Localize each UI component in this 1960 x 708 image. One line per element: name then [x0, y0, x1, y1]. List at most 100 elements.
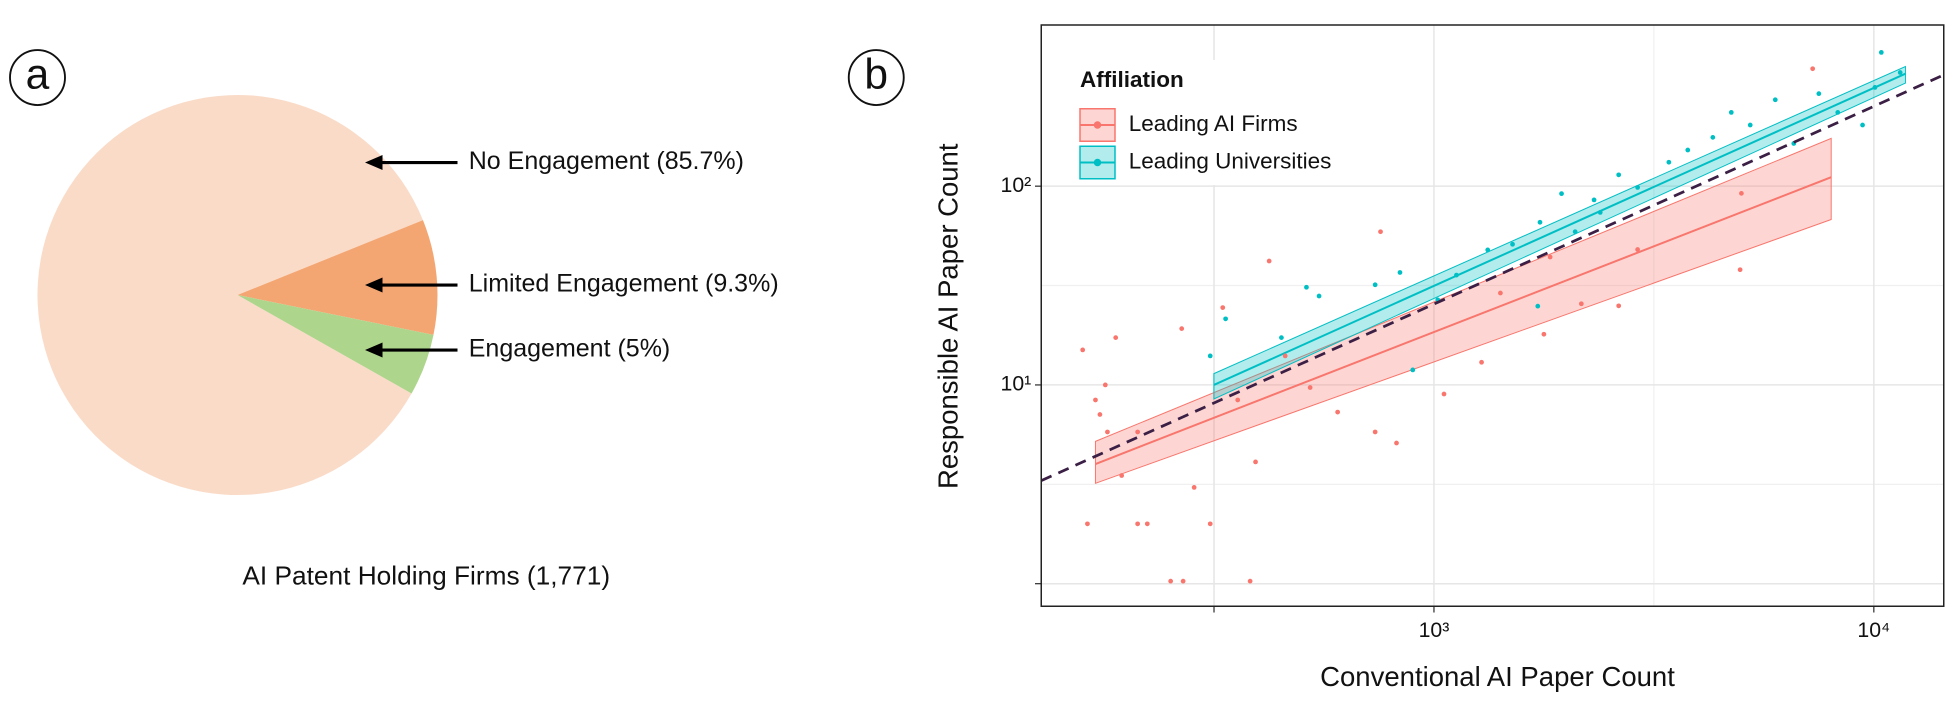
- point: [1335, 409, 1341, 415]
- point: [1535, 303, 1541, 309]
- point: [1537, 219, 1543, 225]
- legend-box: [1060, 59, 1373, 185]
- legend-dot: [1093, 121, 1102, 129]
- panel-label: b: [864, 52, 888, 99]
- point: [1498, 290, 1503, 296]
- fit-line: [1095, 176, 1832, 465]
- point: [1135, 521, 1141, 527]
- slice-label: Limited Engagement (9.3%): [469, 270, 779, 298]
- point: [1394, 440, 1399, 446]
- point: [1397, 270, 1403, 275]
- legend-title: Affiliation: [1080, 67, 1184, 92]
- confidence-band: [1094, 137, 1832, 484]
- point: [1372, 282, 1378, 288]
- point: [1479, 359, 1484, 365]
- fit-line: [1213, 72, 1906, 386]
- point: [1307, 385, 1313, 390]
- reference-line: [1041, 73, 1944, 482]
- confidence-band: [1213, 65, 1906, 400]
- point: [1102, 382, 1108, 388]
- panel-circle: [847, 49, 905, 106]
- point: [1878, 50, 1884, 55]
- point: [1572, 229, 1578, 235]
- point: [1316, 293, 1322, 299]
- x-tick-label: 10⁴: [1857, 618, 1890, 642]
- point: [1666, 159, 1672, 165]
- point: [1113, 335, 1119, 340]
- point: [1253, 459, 1258, 465]
- point: [1105, 429, 1110, 435]
- point: [1597, 210, 1603, 215]
- pie-slice: [237, 220, 438, 335]
- point: [1441, 391, 1447, 397]
- point: [1135, 429, 1141, 435]
- pie-slice: [237, 295, 434, 394]
- point: [1304, 284, 1309, 290]
- point: [1180, 578, 1186, 584]
- point: [1860, 122, 1865, 128]
- point: [1578, 301, 1584, 307]
- arrow-head: [365, 277, 383, 293]
- point: [1220, 305, 1226, 310]
- y-axis-label: Responsible AI Paper Count: [932, 143, 963, 489]
- plot-layer: [1041, 50, 1944, 584]
- point: [1747, 122, 1753, 128]
- point: [1541, 331, 1547, 337]
- point: [1282, 353, 1288, 359]
- point: [1410, 367, 1416, 373]
- x-axis-label: Conventional AI Paper Count: [1320, 661, 1675, 692]
- point: [1372, 429, 1378, 435]
- slice-label: No Engagement (85.7%): [469, 147, 744, 175]
- point: [1739, 190, 1744, 196]
- x-tick-label: 10³: [1419, 618, 1450, 642]
- point: [1179, 326, 1185, 331]
- point: [1547, 254, 1553, 260]
- plot-border: [1040, 24, 1945, 607]
- point: [1591, 197, 1597, 203]
- point: [1223, 316, 1228, 322]
- point: [1685, 147, 1691, 153]
- point: [1816, 91, 1822, 97]
- point: [1737, 267, 1743, 273]
- point: [1728, 110, 1734, 115]
- point: [1168, 578, 1174, 584]
- point: [1119, 473, 1125, 478]
- point: [1772, 97, 1778, 103]
- point: [1635, 185, 1640, 190]
- slice-label: Engagement (5%): [469, 335, 671, 363]
- point: [1093, 397, 1098, 403]
- arrow-head: [365, 342, 383, 358]
- point: [1872, 85, 1878, 90]
- point: [1510, 241, 1515, 247]
- pie-slice: [37, 94, 423, 495]
- point: [1454, 272, 1459, 278]
- point: [1085, 521, 1090, 527]
- point: [1266, 258, 1272, 264]
- point: [1279, 335, 1284, 340]
- legend-label: Leading AI Firms: [1129, 111, 1298, 136]
- point: [1710, 135, 1716, 140]
- point: [1616, 172, 1622, 178]
- point: [1207, 353, 1213, 359]
- point: [1235, 397, 1241, 403]
- point: [1378, 229, 1383, 235]
- pie-title: AI Patent Holding Firms (1,771): [242, 560, 610, 590]
- point: [1635, 247, 1640, 252]
- point: [1485, 247, 1491, 253]
- panel-label: a: [26, 52, 50, 99]
- point: [1559, 191, 1564, 197]
- y-tick-label: 10¹: [1001, 372, 1032, 396]
- point: [1097, 412, 1103, 417]
- legend-label: Leading Universities: [1129, 148, 1332, 173]
- arrow-head: [365, 155, 383, 170]
- point: [1191, 485, 1197, 490]
- point: [1616, 303, 1622, 309]
- y-tick-label: 10²: [1001, 173, 1032, 197]
- point: [1835, 110, 1841, 115]
- point: [1080, 347, 1086, 353]
- point: [1247, 578, 1253, 584]
- legend-dot: [1093, 158, 1102, 167]
- panel-circle: [9, 49, 66, 106]
- point: [1810, 66, 1816, 72]
